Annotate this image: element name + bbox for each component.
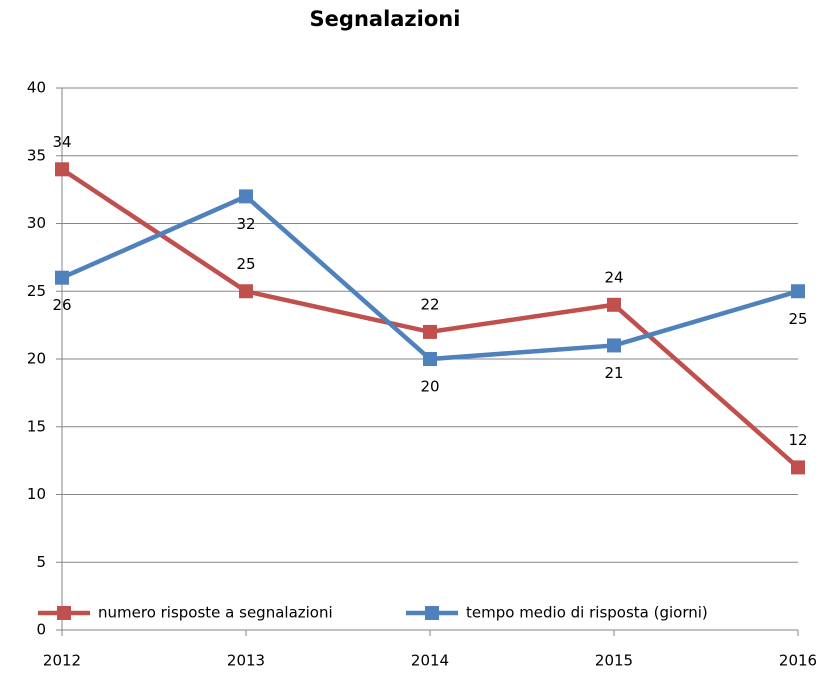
y-tick-label: 35 <box>27 146 46 164</box>
y-tick-label: 5 <box>36 553 46 571</box>
data-label: 20 <box>420 378 439 396</box>
point <box>55 270 69 285</box>
x-tick-label: 2013 <box>227 652 265 670</box>
point <box>423 352 437 366</box>
data-label: 12 <box>788 431 807 449</box>
point <box>607 297 621 312</box>
chart-title: Segnalazioni <box>310 7 461 31</box>
y-tick-label: 25 <box>27 282 46 300</box>
x-tick-label: 2015 <box>595 652 633 670</box>
legend-label: numero risposte a segnalazioni <box>98 604 333 622</box>
point <box>423 324 437 339</box>
data-label: 22 <box>420 295 439 313</box>
legend-marker <box>425 606 439 620</box>
point <box>55 162 69 177</box>
y-tick-label: 15 <box>27 417 46 435</box>
point <box>239 284 253 299</box>
point <box>607 338 621 353</box>
data-label: 34 <box>52 133 71 151</box>
data-label: 24 <box>604 268 623 286</box>
data-label: 25 <box>788 310 807 328</box>
x-tick-label: 2016 <box>779 652 817 670</box>
x-tick-label: 2012 <box>43 652 81 670</box>
y-tick-label: 20 <box>27 350 46 368</box>
point <box>239 189 253 204</box>
data-label: 32 <box>236 215 255 233</box>
legend-label: tempo medio di risposta (giorni) <box>466 604 708 622</box>
y-tick-label: 0 <box>36 621 46 639</box>
y-tick-label: 10 <box>27 485 46 503</box>
y-tick-label: 30 <box>27 214 46 232</box>
series-line <box>60 167 800 470</box>
x-tick-label: 2014 <box>411 652 449 670</box>
point <box>791 284 805 299</box>
data-label: 21 <box>604 364 623 382</box>
y-tick-label: 40 <box>27 79 46 97</box>
point <box>791 460 805 475</box>
data-label: 25 <box>236 255 255 273</box>
data-label: 26 <box>52 296 71 314</box>
legend-marker <box>57 606 71 620</box>
